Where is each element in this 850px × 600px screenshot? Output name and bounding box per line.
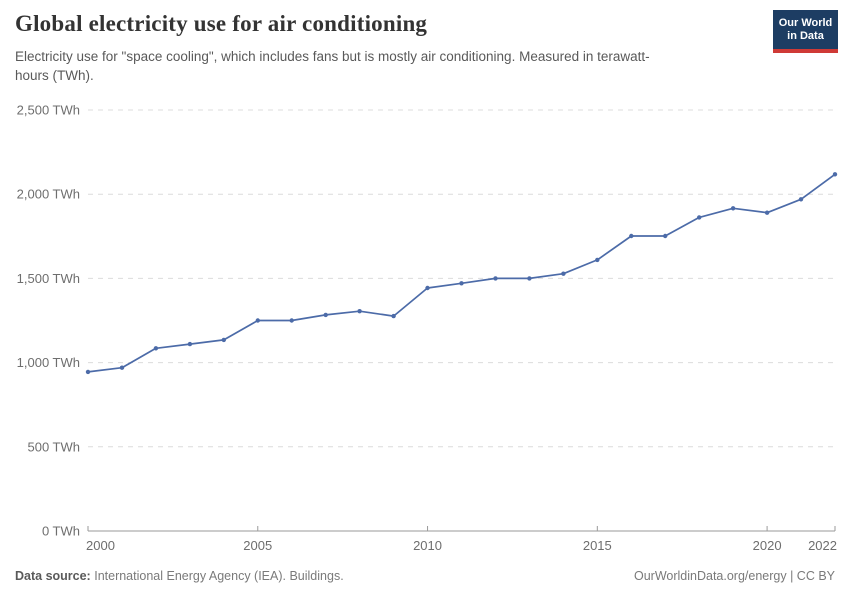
owid-logo-line1: Our World <box>778 17 833 29</box>
data-point[interactable] <box>527 276 532 281</box>
chart-subtitle: Electricity use for "space cooling", whi… <box>15 49 650 83</box>
data-line <box>87 173 836 373</box>
data-point[interactable] <box>798 197 804 202</box>
chart-header: Global electricity use for air condition… <box>15 10 838 85</box>
data-point[interactable] <box>730 206 736 211</box>
data-point[interactable] <box>289 318 294 323</box>
data-point[interactable] <box>595 257 600 263</box>
data-source: Data source: International Energy Agency… <box>15 567 344 585</box>
x-axis-tick-label: 2005 <box>243 538 272 553</box>
data-point[interactable] <box>561 271 566 276</box>
chart-footer: Data source: International Energy Agency… <box>15 567 835 585</box>
page-title: Global electricity use for air condition… <box>15 11 428 36</box>
data-point[interactable] <box>153 346 159 351</box>
data-point[interactable] <box>629 233 634 239</box>
x-axis-tick-label: 2000 <box>86 538 115 553</box>
data-point[interactable] <box>221 337 226 343</box>
data-point[interactable] <box>187 341 193 347</box>
y-axis-tick-label: 2,500 TWh <box>17 103 80 118</box>
data-point[interactable] <box>764 210 770 215</box>
data-source-text: International Energy Agency (IEA). Build… <box>94 569 344 583</box>
y-axis-tick-label: 1,000 TWh <box>17 355 80 370</box>
data-point[interactable] <box>85 369 91 375</box>
data-point[interactable] <box>425 285 430 291</box>
owid-logo-line2: in Data <box>787 30 824 42</box>
data-source-label: Data source: <box>15 569 91 583</box>
data-point[interactable] <box>323 312 328 318</box>
owid-logo[interactable]: Our World in Data <box>773 10 838 53</box>
data-point[interactable] <box>663 233 668 239</box>
y-axis-tick-label: 0 TWh <box>42 524 80 539</box>
x-axis-tick-label: 2022 <box>808 538 837 553</box>
y-axis-tick-label: 2,000 TWh <box>17 187 80 202</box>
footer-credit-link[interactable]: OurWorldinData.org/energy | CC BY <box>633 569 835 583</box>
data-point[interactable] <box>255 318 260 323</box>
data-point[interactable] <box>119 365 125 370</box>
y-axis-tick-label: 1,500 TWh <box>17 271 80 286</box>
data-point[interactable] <box>357 309 362 314</box>
x-axis-tick-label: 2015 <box>583 538 612 553</box>
data-point[interactable] <box>391 313 396 319</box>
data-point[interactable] <box>493 276 498 281</box>
y-axis-tick-label: 500 TWh <box>27 439 80 454</box>
data-point[interactable] <box>832 172 838 177</box>
x-axis-tick-label: 2010 <box>413 538 442 553</box>
x-axis-tick-label: 2020 <box>753 538 782 553</box>
data-point[interactable] <box>459 281 464 286</box>
line-chart[interactable]: 0 TWh 500 TWh 1,000 TWh 1,500 TWh 2,000 TWh 2… <box>0 100 850 560</box>
data-point[interactable] <box>697 215 702 220</box>
